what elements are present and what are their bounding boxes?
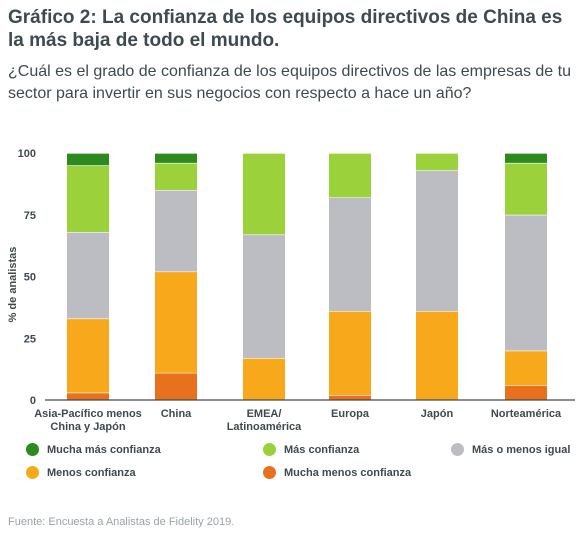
legend-label: Más o menos igual	[472, 443, 571, 456]
bar-segment-c4-s1	[416, 311, 458, 400]
x-axis-labels: Asia-Pacífico menos China y Japón China EME…	[34, 408, 562, 433]
bar-segment-c0-s1	[67, 318, 109, 393]
bar-segment-c4-s2	[416, 170, 458, 312]
chart-title: Gráfico 2: La confianza de los equipos d…	[8, 7, 563, 51]
x-tick-label: Japón	[421, 408, 454, 420]
x-tick-label: Europa	[331, 408, 370, 420]
source-note: Fuente: Encuesta a Analistas de Fidelity…	[8, 516, 235, 528]
bar-segment-c5-s3	[505, 162, 547, 215]
x-tick-label: EMEA/Latinoamérica	[227, 408, 302, 433]
bars-group	[67, 152, 547, 400]
bar-segment-c0-s3	[67, 165, 109, 233]
bar-segment-c2-s2	[243, 234, 285, 359]
y-tick-label: 25	[24, 333, 36, 345]
legend-label: Mucha más confianza	[47, 443, 161, 456]
bar-segment-c5-s0	[505, 385, 547, 400]
y-tick-label: 75	[24, 210, 36, 222]
bar-segment-c5-s4	[505, 153, 547, 163]
y-tick-label: 50	[24, 272, 36, 284]
bar-segment-c0-s0	[67, 392, 109, 400]
bar-segment-c2-s1	[243, 358, 285, 400]
chart-subtitle: ¿Cuál es el grado de confianza de los eq…	[8, 63, 571, 102]
bar-segment-c1-s4	[155, 153, 197, 163]
bar-segment-c2-s3	[243, 153, 285, 235]
y-tick-label: 0	[30, 395, 36, 407]
bar-segment-c5-s1	[505, 350, 547, 386]
legend-label: Mucha menos confianza	[284, 466, 412, 479]
legend-item: Mucha más confianza	[26, 443, 161, 456]
legend-swatch	[263, 443, 276, 456]
bar-segment-c3-s3	[329, 153, 371, 198]
y-axis-label: % de analistas	[7, 247, 19, 323]
legend-item: Más confianza	[263, 443, 359, 456]
legend-item: Más o menos igual	[451, 443, 570, 456]
bar-segment-c3-s1	[329, 311, 371, 396]
legend-swatch	[451, 443, 464, 456]
legend-label: Más confianza	[284, 443, 360, 456]
y-axis-ticks: 0 25 50 75 100	[18, 148, 36, 407]
bar-segment-c1-s3	[155, 162, 197, 191]
x-tick-label: China	[161, 408, 192, 420]
bar-segment-c0-s4	[67, 153, 109, 166]
stacked-bar-chart: 0 25 50 75 100 Asia-Pacífico menos China y Ja…	[7, 148, 575, 433]
bar-segment-c5-s2	[505, 214, 547, 351]
bar-segment-c1-s2	[155, 190, 197, 272]
legend-label: Menos confianza	[47, 466, 136, 479]
legend-swatch	[26, 466, 39, 479]
x-tick-label: Norteamérica	[491, 408, 562, 420]
legend-swatch	[26, 443, 39, 456]
legend-swatch	[263, 466, 276, 479]
bar-segment-c3-s2	[329, 197, 371, 312]
bar-segment-c1-s1	[155, 271, 197, 373]
bar-segment-c1-s0	[155, 372, 197, 400]
bar-segment-c0-s2	[67, 232, 109, 319]
bar-segment-c3-s0	[329, 395, 371, 400]
bar-segment-c4-s3	[416, 153, 458, 171]
legend-item: Menos confianza	[26, 466, 136, 479]
y-tick-label: 100	[18, 148, 36, 160]
legend-item: Mucha menos confianza	[263, 466, 411, 479]
x-tick-label: Asia-Pacífico menos China y Japón	[34, 408, 142, 433]
